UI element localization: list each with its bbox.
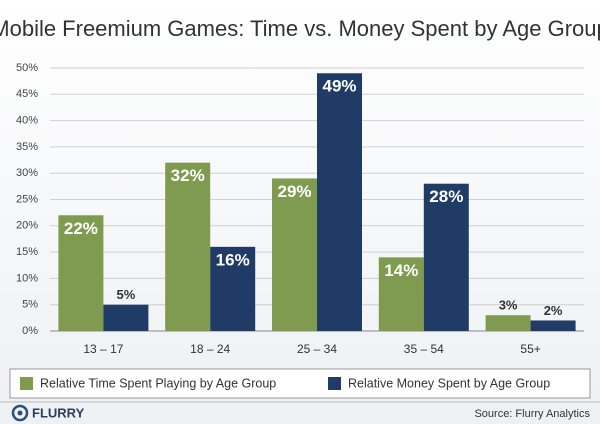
bar (210, 246, 256, 331)
chart-title: Mobile Freemium Games: Time vs. Money Sp… (0, 16, 600, 41)
x-tick-label: 25 – 34 (297, 342, 337, 356)
bar (485, 315, 531, 331)
legend-label: Relative Time Spent Playing by Age Group (40, 376, 276, 390)
y-tick-label: 40% (16, 115, 38, 127)
value-label: 3% (499, 298, 518, 313)
value-label: 49% (322, 77, 356, 96)
y-tick-label: 5% (22, 299, 38, 311)
y-tick-label: 15% (16, 246, 38, 258)
value-label: 16% (216, 250, 250, 269)
bar (378, 257, 424, 331)
value-label: 29% (277, 182, 311, 201)
bar (58, 215, 104, 331)
y-tick-label: 50% (16, 62, 38, 74)
value-label: 32% (171, 166, 205, 185)
y-tick-label: 45% (16, 88, 38, 100)
y-tick-label: 30% (16, 167, 38, 179)
y-tick-label: 20% (16, 220, 38, 232)
x-tick-label: 18 – 24 (190, 342, 230, 356)
value-label: 22% (64, 219, 98, 238)
value-label: 14% (384, 261, 418, 280)
value-label: 28% (429, 187, 463, 206)
value-label: 2% (544, 303, 563, 318)
legend-swatch (20, 377, 33, 390)
y-tick-label: 35% (16, 141, 38, 153)
logo-icon-dot (17, 410, 23, 416)
bar (530, 320, 576, 331)
bar (317, 73, 362, 331)
bar (272, 178, 317, 331)
x-tick-label: 13 – 17 (83, 342, 123, 356)
x-tick-label: 35 – 54 (404, 342, 444, 356)
value-label: 5% (117, 287, 136, 302)
bar (165, 162, 211, 331)
legend-box (9, 368, 591, 399)
logo-icon (11, 404, 29, 422)
source: Source: Flurry Analytics (474, 408, 590, 420)
bar (423, 183, 469, 331)
x-tick-label: 55+ (520, 342, 540, 356)
logo: FLURRY (32, 405, 85, 420)
y-tick-label: 0% (22, 325, 38, 337)
bar (103, 304, 149, 331)
y-tick-label: 10% (16, 272, 38, 284)
y-tick-label: 25% (16, 193, 38, 205)
legend-swatch (328, 377, 341, 390)
legend-label: Relative Money Spent by Age Group (348, 376, 550, 390)
